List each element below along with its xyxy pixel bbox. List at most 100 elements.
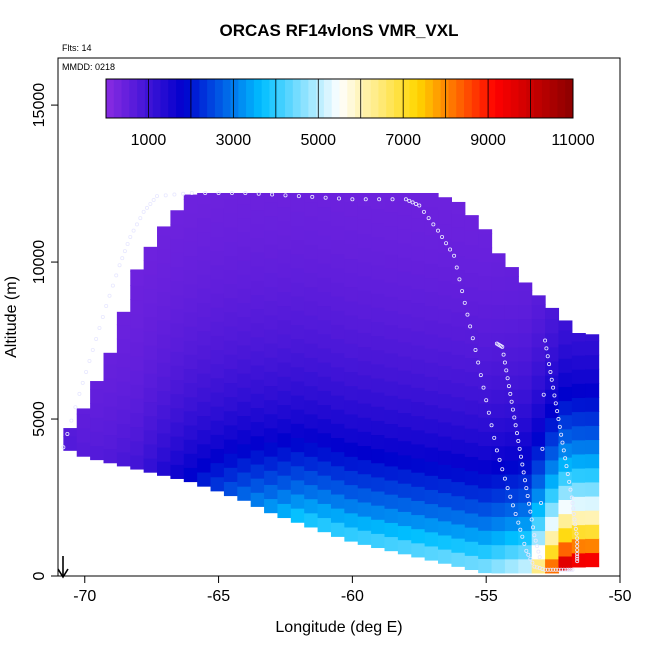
heatmap-cell: [384, 310, 399, 326]
flight-track-point: [444, 241, 449, 246]
heatmap-cell: [411, 415, 426, 431]
heatmap-cell: [384, 409, 399, 425]
flight-track-point: [310, 194, 315, 199]
heatmap-cell: [397, 214, 412, 230]
heatmap-cell: [304, 456, 319, 471]
heatmap-cell: [183, 467, 198, 483]
flight-track-point: [100, 314, 105, 319]
heatmap-cell: [357, 332, 372, 348]
flight-track-point: [144, 205, 149, 210]
heatmap-cell: [451, 495, 466, 511]
heatmap-cell: [478, 473, 493, 489]
heatmap-cell: [518, 558, 533, 574]
heatmap-cell: [371, 208, 386, 224]
heatmap-cell: [264, 244, 279, 259]
heatmap-cell: [290, 352, 305, 368]
flight-track-point: [539, 501, 544, 506]
heatmap-cell: [197, 401, 212, 417]
heatmap-cell: [491, 360, 506, 376]
legend-color-step: [386, 79, 395, 118]
heatmap-cell: [585, 467, 600, 483]
heatmap-cell: [210, 335, 225, 351]
heatmap-cell: [250, 237, 265, 253]
flight-track-point: [548, 369, 553, 374]
legend-color-step: [168, 79, 177, 118]
y-tick-label: 10000: [31, 240, 48, 285]
heatmap-cell: [330, 338, 345, 354]
heatmap-cell: [344, 427, 359, 443]
flight-track-point: [543, 567, 548, 572]
flight-track-point: [530, 560, 535, 565]
heatmap-cell: [478, 459, 493, 475]
heatmap-cell: [491, 375, 506, 390]
flight-track-point: [270, 192, 275, 197]
heatmap-cell: [424, 390, 439, 406]
heatmap-cell: [438, 209, 452, 225]
heatmap-cell: [558, 513, 573, 529]
heatmap-cell: [103, 363, 118, 379]
heatmap-cell: [571, 340, 586, 356]
flight-track-point: [560, 440, 565, 445]
flight-track-point: [323, 195, 328, 200]
heatmap-cell: [157, 235, 171, 250]
heatmap-cell: [277, 249, 292, 264]
heatmap-cell: [411, 192, 426, 205]
heatmap-cell: [531, 459, 546, 475]
flight-track-point: [473, 347, 478, 352]
heatmap-cell: [143, 415, 158, 431]
flight-track-point: [564, 464, 569, 469]
flight-track-point: [484, 398, 489, 403]
flight-track-point: [117, 263, 122, 268]
flight-track-point: [516, 439, 521, 444]
heatmap-cell: [518, 431, 533, 447]
heatmap-cell: [277, 390, 292, 406]
heatmap-cell: [491, 290, 506, 306]
heatmap-cell: [264, 343, 279, 358]
flight-track-point: [575, 552, 580, 557]
heatmap-cell: [518, 488, 533, 503]
heatmap-cell: [491, 389, 506, 404]
heatmap-cell: [424, 362, 439, 377]
heatmap-cell: [571, 496, 586, 511]
heatmap-cell: [103, 377, 118, 393]
heatmap-cell: [397, 327, 412, 343]
heatmap-cell: [491, 530, 506, 546]
heatmap-cell: [451, 255, 466, 271]
heatmap-cell: [545, 516, 560, 532]
heatmap-cell: [585, 382, 600, 398]
heatmap-cell: [76, 441, 91, 457]
heatmap-cell: [304, 343, 319, 358]
flight-track-point: [296, 194, 301, 199]
y-tick-label: 5000: [31, 401, 48, 437]
heatmap-cell: [197, 260, 212, 275]
heatmap-cell: [344, 399, 359, 415]
legend-color-step: [222, 79, 232, 118]
heatmap-cell: [371, 293, 386, 308]
heatmap-cell: [371, 307, 386, 322]
heatmap-cell: [170, 308, 185, 324]
heatmap-cell: [585, 453, 600, 469]
heatmap-cell: [504, 431, 519, 447]
flight-track-point: [571, 506, 576, 511]
y-tick-label: 15000: [31, 83, 48, 128]
heatmap-cell: [183, 311, 198, 327]
heatmap-cell: [478, 501, 493, 517]
heatmap-cell: [397, 313, 412, 329]
heatmap-cell: [558, 320, 573, 331]
legend-color-step: [557, 79, 566, 118]
heatmap-cell: [438, 266, 452, 282]
flight-track-point: [528, 509, 533, 514]
flight-track-point: [65, 431, 70, 436]
heatmap-cell: [384, 381, 399, 396]
heatmap-cell: [223, 354, 238, 369]
heatmap-cell: [277, 404, 292, 420]
heatmap-cell: [264, 427, 279, 443]
legend-color-step: [277, 79, 286, 118]
heatmap-cell: [290, 493, 305, 509]
flight-track-point: [572, 517, 577, 522]
heatmap-cell: [237, 217, 252, 233]
flight-track-point: [203, 190, 208, 195]
heatmap-cell: [424, 531, 439, 547]
flight-track-point: [528, 556, 533, 561]
heatmap-cell: [357, 417, 372, 432]
